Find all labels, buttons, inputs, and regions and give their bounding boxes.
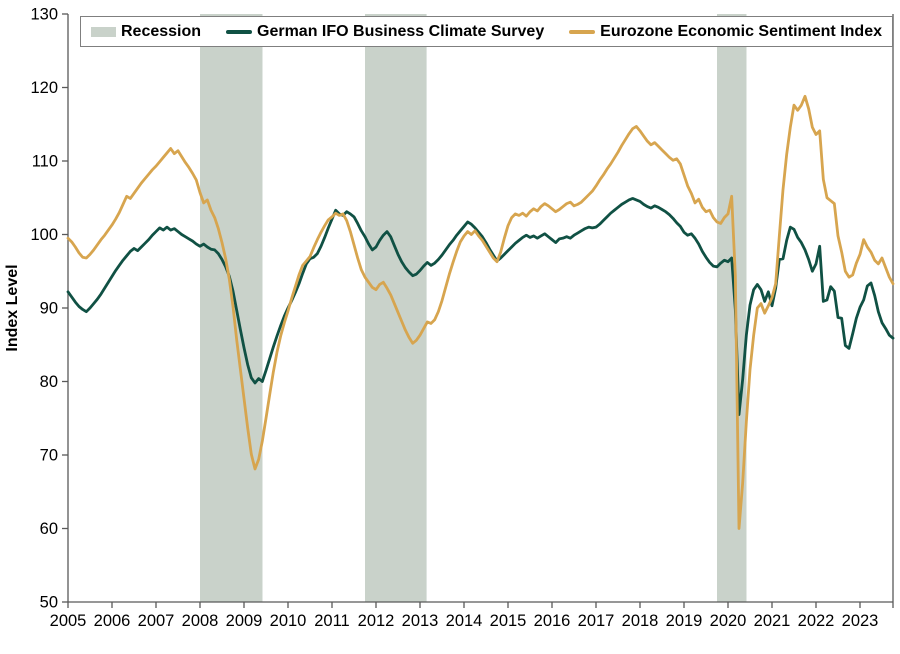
y-tick-label: 110 (32, 153, 58, 171)
y-tick-label: 60 (40, 520, 58, 538)
ifo-line-swatch (226, 29, 252, 34)
x-tick-label: 2018 (622, 612, 659, 630)
x-tick-label: 2015 (490, 612, 527, 630)
x-tick-label: 2007 (138, 612, 175, 630)
y-tick-label: 100 (30, 226, 58, 244)
y-tick-label: 50 (40, 594, 58, 612)
x-tick-label: 2013 (402, 612, 439, 630)
x-tick-label: 2019 (666, 612, 703, 630)
x-tick-label: 2023 (842, 612, 879, 630)
legend-item-esi: Eurozone Economic Sentiment Index (569, 23, 882, 41)
y-tick-label: 70 (40, 447, 58, 465)
legend-item-recession: Recession (91, 23, 201, 41)
x-tick-label: 2011 (314, 612, 349, 630)
legend-label-recession: Recession (121, 22, 202, 40)
x-tick-label: 2009 (226, 612, 263, 630)
x-tick-label: 2012 (358, 612, 395, 630)
x-tick-label: 2016 (534, 612, 571, 630)
recession-band (200, 14, 263, 602)
esi-line-swatch (569, 29, 596, 34)
y-tick-label: 90 (40, 300, 58, 318)
esi-line (66, 94, 895, 530)
x-tick-label: 2010 (270, 612, 307, 630)
recession-band (717, 14, 747, 602)
x-tick-label: 2021 (754, 612, 791, 630)
recession-swatch (91, 26, 116, 37)
ifo-line (66, 197, 895, 416)
legend: Recession German IFO Business Climate Su… (80, 16, 893, 47)
x-tick-label: 2020 (710, 612, 747, 630)
x-tick-label: 2008 (182, 612, 219, 630)
x-tick-label: 2006 (94, 612, 131, 630)
x-tick-label: 2005 (50, 612, 87, 630)
legend-item-ifo: German IFO Business Climate Survey (226, 23, 544, 41)
axes: 50 60 70 80 90 100 110 120 130 2005 2006 2007 2008 20… (30, 6, 894, 630)
y-tick-label: 80 (40, 373, 58, 391)
legend-label-esi: Eurozone Economic Sentiment Index (600, 22, 882, 40)
y-axis-title: Index Level (4, 264, 21, 351)
series-lines (66, 94, 895, 530)
legend-label-ifo: German IFO Business Climate Survey (257, 22, 545, 40)
x-tick-label: 2017 (578, 612, 615, 630)
y-tick-label: 130 (30, 6, 58, 24)
x-tick-label: 2022 (798, 612, 835, 630)
x-tick-label: 2014 (446, 612, 483, 630)
recession-bands (200, 14, 747, 602)
y-tick-label: 120 (30, 79, 58, 97)
